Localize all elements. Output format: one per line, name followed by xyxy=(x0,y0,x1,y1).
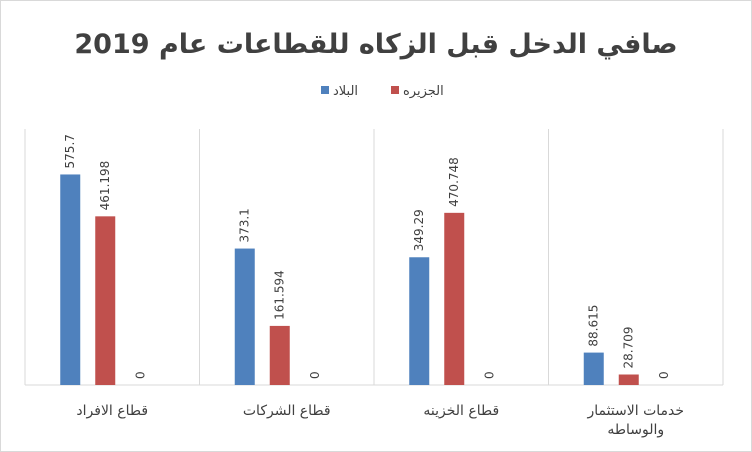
category-label: قطاع الخزينه xyxy=(423,403,499,419)
bar[interactable] xyxy=(409,257,430,385)
data-label: 0 xyxy=(308,371,322,379)
bar[interactable] xyxy=(269,325,290,385)
chart-title: صافي الدخل قبل الزكاه للقطاعات عام 2019 xyxy=(74,29,677,60)
bar[interactable] xyxy=(583,352,604,385)
category-label: خدمات الاستثمار xyxy=(586,403,684,419)
legend-label: الجزيره xyxy=(403,84,444,99)
data-label: 373.1 xyxy=(238,208,252,242)
data-label: 461.198 xyxy=(98,161,112,211)
bar[interactable] xyxy=(618,374,639,385)
data-label: 28.709 xyxy=(622,327,636,369)
bar[interactable] xyxy=(444,212,465,385)
legend: البلاد الجزيره xyxy=(321,84,444,99)
data-label: 0 xyxy=(133,371,147,379)
category-label: والوساطه xyxy=(607,422,664,438)
category-label: قطاع الافراد xyxy=(76,403,148,419)
bar[interactable] xyxy=(234,248,255,385)
category-label: قطاع الشركات xyxy=(243,403,331,419)
legend-label: البلاد xyxy=(333,84,358,99)
data-label: 470.748 xyxy=(447,157,461,207)
data-label: 0 xyxy=(657,371,671,379)
bar[interactable] xyxy=(60,174,81,385)
data-label: 161.594 xyxy=(273,270,287,320)
legend-swatch xyxy=(391,86,399,94)
bar[interactable] xyxy=(95,216,116,385)
data-label: 575.7 xyxy=(63,134,77,168)
legend-swatch xyxy=(321,86,329,94)
plot-area: 575.7 373.1 349.29 88.615 461.198 161.594 470.… xyxy=(24,129,724,438)
data-label: 88.615 xyxy=(587,305,601,347)
data-label: 349.29 xyxy=(412,209,426,251)
data-label: 0 xyxy=(482,371,496,379)
